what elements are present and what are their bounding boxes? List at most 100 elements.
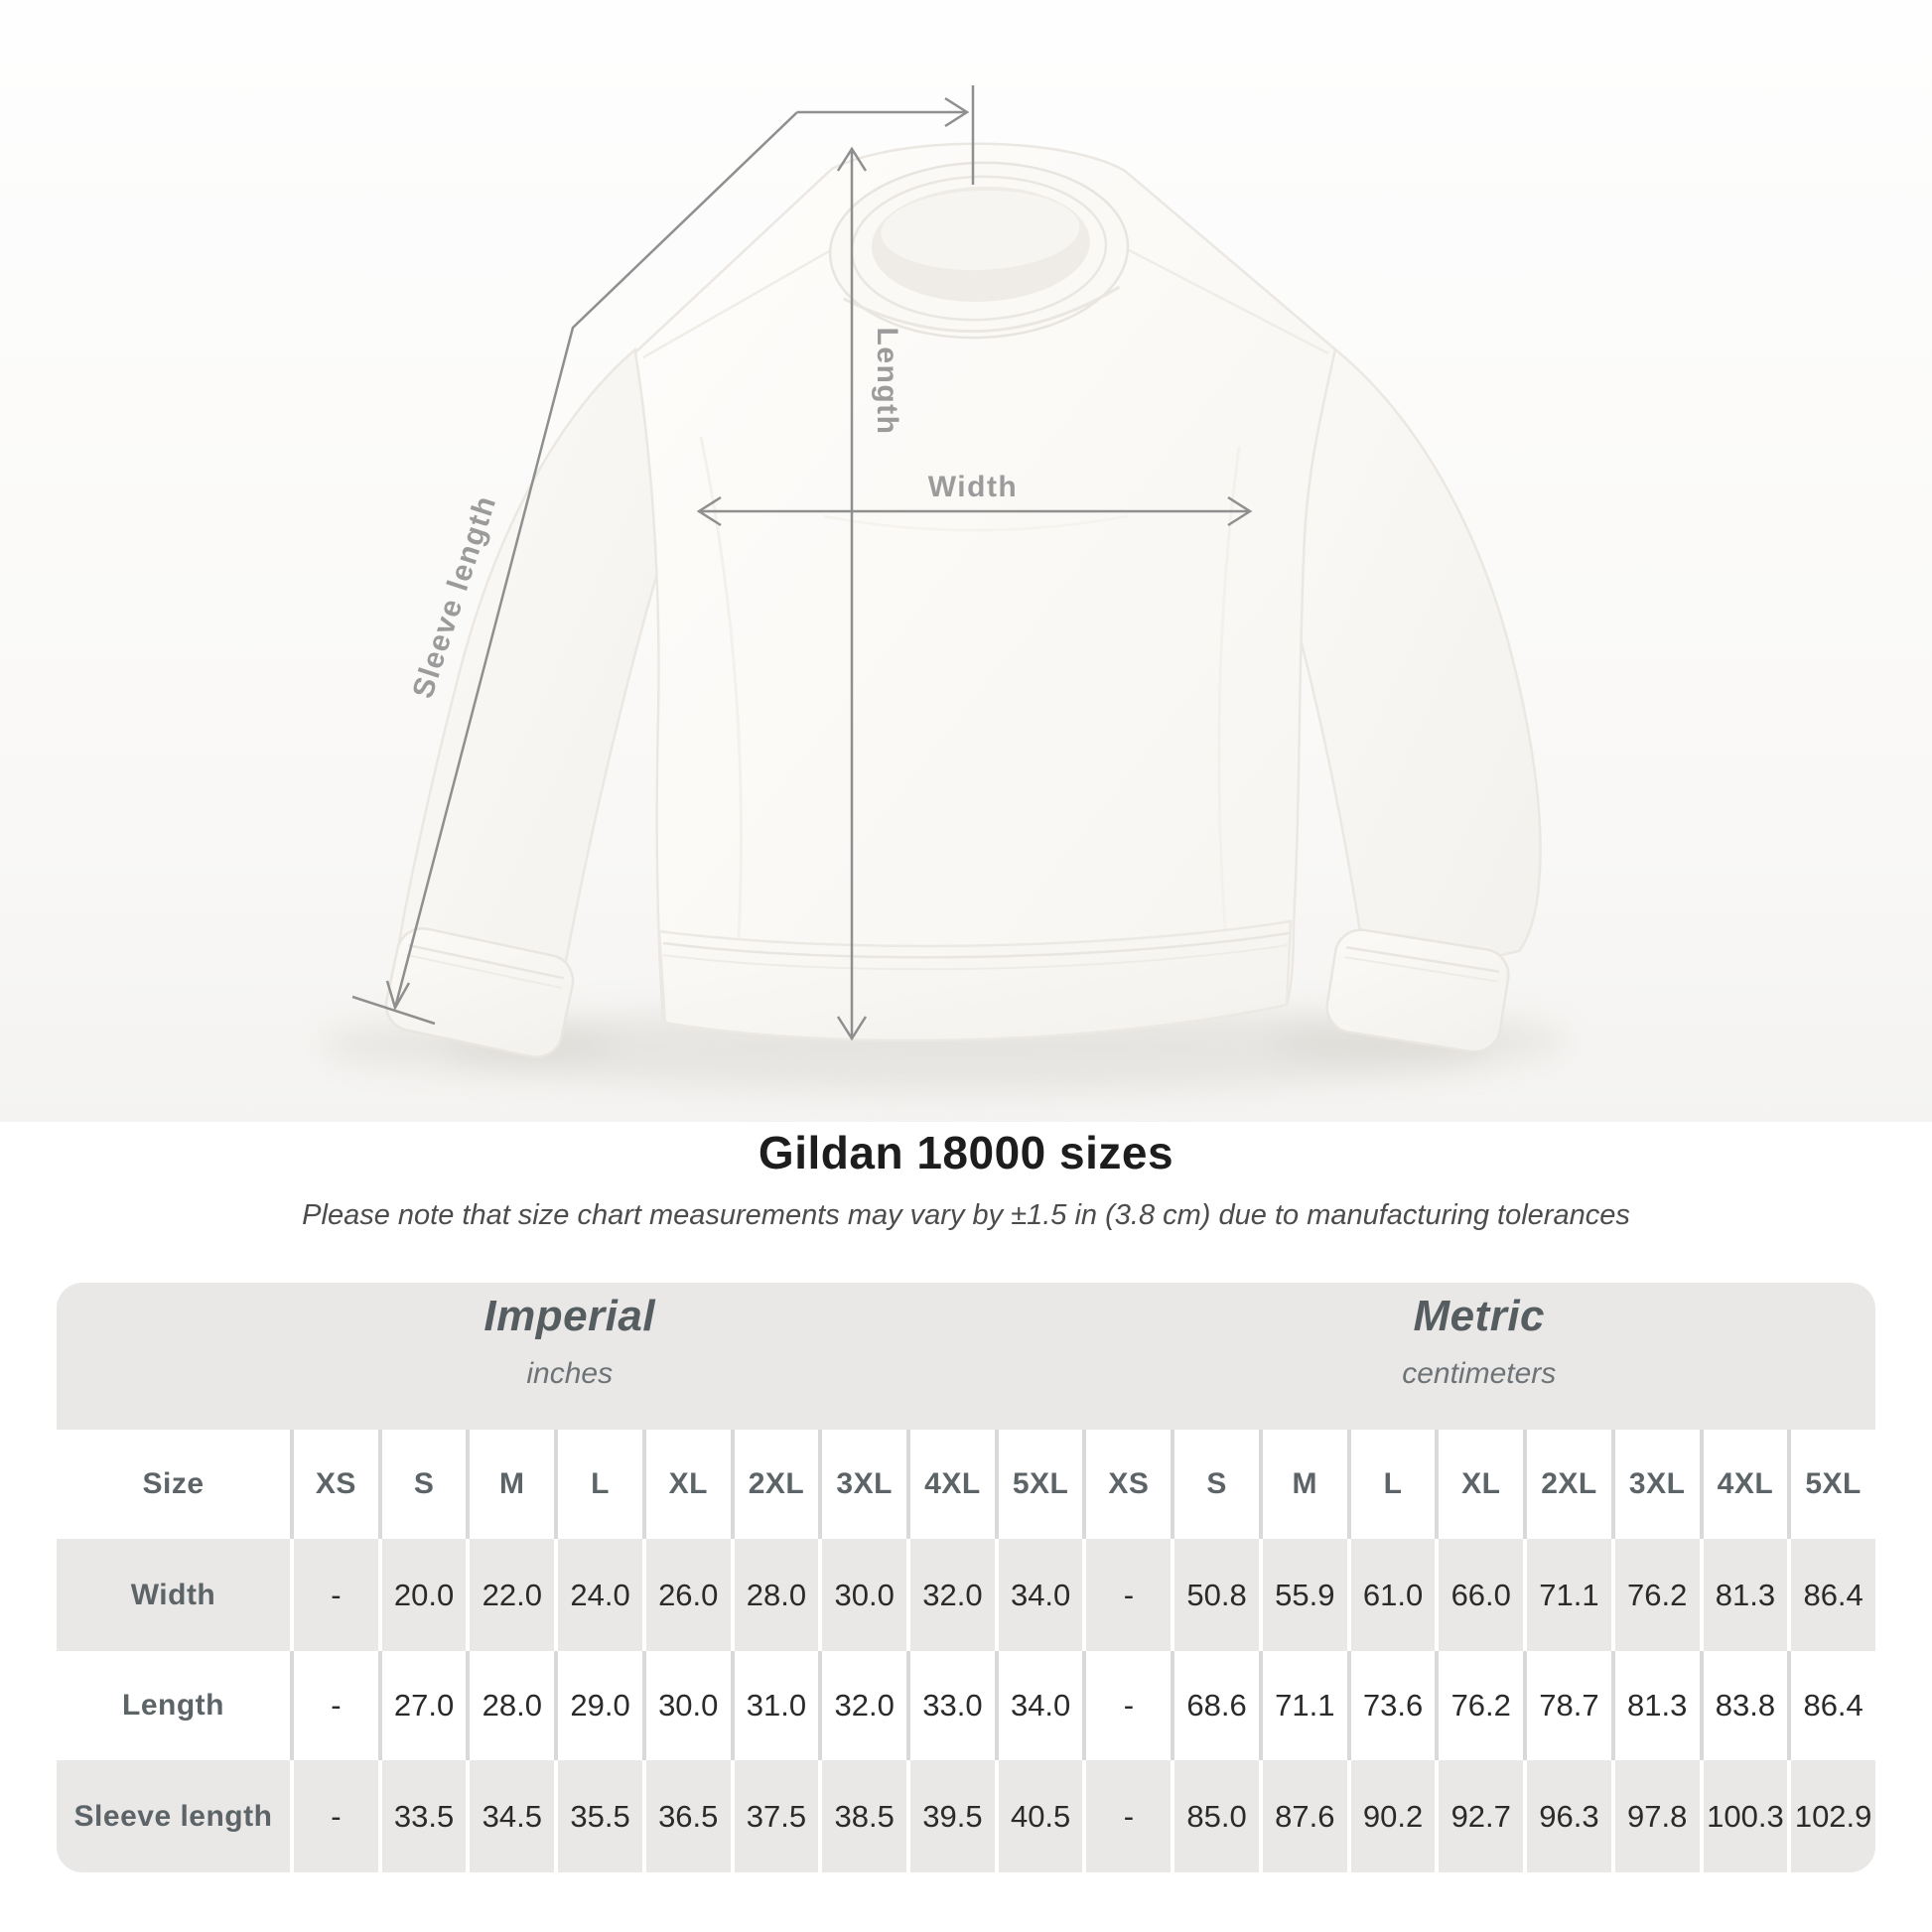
value-cell-imperial: 30.0 — [818, 1539, 907, 1651]
column-header-imperial-xl: XL — [641, 1430, 731, 1539]
column-header-metric-l: L — [1346, 1430, 1436, 1539]
value-cell-metric: 55.9 — [1258, 1539, 1347, 1651]
value-cell-imperial: 39.5 — [906, 1760, 995, 1872]
column-header-metric-m: M — [1258, 1430, 1347, 1539]
value-cell-metric: - — [1082, 1539, 1172, 1651]
value-cell-imperial: 20.0 — [377, 1539, 467, 1651]
value-cell-imperial: 26.0 — [641, 1539, 731, 1651]
value-cell-imperial: - — [290, 1651, 378, 1760]
hem-band — [657, 919, 1293, 1042]
metric-unit: centimeters — [1402, 1357, 1557, 1390]
column-header-imperial-l: L — [554, 1430, 642, 1539]
column-header-imperial-5xl: 5XL — [994, 1430, 1083, 1539]
value-cell-imperial: 34.5 — [466, 1760, 555, 1872]
value-cell-imperial: 29.0 — [554, 1651, 642, 1760]
value-cell-metric: - — [1082, 1651, 1172, 1760]
column-header-imperial-m: M — [466, 1430, 555, 1539]
value-cell-imperial: 33.5 — [377, 1760, 467, 1872]
value-cell-imperial: 32.0 — [818, 1651, 907, 1760]
column-header-metric-xs: XS — [1082, 1430, 1172, 1539]
value-cell-metric: 97.8 — [1610, 1760, 1700, 1872]
value-cell-metric: 86.4 — [1787, 1651, 1875, 1760]
product-photo: Length Width Sleeve length — [0, 0, 1932, 1122]
value-cell-imperial: 37.5 — [730, 1760, 819, 1872]
value-cell-metric: 83.8 — [1699, 1651, 1788, 1760]
value-cell-metric: 66.0 — [1435, 1539, 1524, 1651]
value-cell-metric: 86.4 — [1787, 1539, 1875, 1651]
value-cell-imperial: 35.5 — [554, 1760, 642, 1872]
imperial-section-header: Imperial inches — [57, 1283, 1083, 1430]
column-header-imperial-2xl: 2XL — [730, 1430, 819, 1539]
metric-title: Metric — [1413, 1292, 1546, 1340]
value-cell-metric: 71.1 — [1258, 1651, 1347, 1760]
value-cell-imperial: 28.0 — [466, 1651, 555, 1760]
value-cell-metric: 87.6 — [1258, 1760, 1347, 1872]
value-cell-metric: 90.2 — [1346, 1760, 1436, 1872]
value-cell-imperial: 28.0 — [730, 1539, 819, 1651]
value-cell-metric: 96.3 — [1523, 1760, 1611, 1872]
value-cell-imperial: 31.0 — [730, 1651, 819, 1760]
value-cell-imperial: 40.5 — [994, 1760, 1083, 1872]
left-cuff — [384, 927, 575, 1058]
value-cell-metric: 50.8 — [1171, 1539, 1259, 1651]
value-cell-imperial: 34.0 — [994, 1651, 1083, 1760]
width-arrow — [696, 495, 1253, 527]
measurement-lines — [351, 85, 1253, 1041]
value-cell-metric: 76.2 — [1610, 1539, 1700, 1651]
value-cell-imperial: 32.0 — [906, 1539, 995, 1651]
end-tick — [351, 995, 436, 1026]
width-label: Width — [928, 471, 1019, 503]
metric-section-header: Metric centimeters — [1082, 1283, 1875, 1430]
value-cell-metric: 78.7 — [1523, 1651, 1611, 1760]
column-header-metric-3xl: 3XL — [1610, 1430, 1700, 1539]
column-header-imperial-4xl: 4XL — [906, 1430, 995, 1539]
value-cell-metric: 100.3 — [1699, 1760, 1788, 1872]
column-header-imperial-s: S — [377, 1430, 467, 1539]
imperial-title: Imperial — [483, 1292, 656, 1340]
arrowhead-right-icon — [944, 96, 970, 128]
column-header-imperial-3xl: 3XL — [818, 1430, 907, 1539]
arrowhead-right-icon — [1227, 495, 1253, 527]
arrowhead-left-icon — [696, 495, 722, 527]
value-cell-metric: 85.0 — [1171, 1760, 1259, 1872]
value-cell-imperial: 34.0 — [994, 1539, 1083, 1651]
value-cell-imperial: 27.0 — [377, 1651, 467, 1760]
value-cell-metric: - — [1082, 1760, 1172, 1872]
page-title: Gildan 18000 sizes — [758, 1127, 1174, 1178]
length-label: Length — [871, 328, 903, 436]
sweatshirt-diagram: Length Width Sleeve length — [0, 0, 1932, 1122]
value-cell-imperial: - — [290, 1760, 378, 1872]
imperial-unit: inches — [526, 1357, 614, 1390]
value-cell-metric: 81.3 — [1699, 1539, 1788, 1651]
value-cell-imperial: 22.0 — [466, 1539, 555, 1651]
value-cell-metric: 73.6 — [1346, 1651, 1436, 1760]
sleeve-length-arrow — [351, 111, 798, 1026]
arrowhead-down-icon — [385, 980, 411, 1012]
value-cell-metric: 68.6 — [1171, 1651, 1259, 1760]
collar — [828, 161, 1130, 340]
value-cell-metric: 81.3 — [1610, 1651, 1700, 1760]
column-header-metric-4xl: 4XL — [1699, 1430, 1788, 1539]
value-cell-metric: 102.9 — [1787, 1760, 1875, 1872]
value-cell-imperial: 33.0 — [906, 1651, 995, 1760]
size-table: Imperial inches Metric centimeters Size X… — [57, 1283, 1875, 1872]
value-cell-imperial: 36.5 — [641, 1760, 731, 1872]
value-cell-imperial: 24.0 — [554, 1539, 642, 1651]
top-reference-arrow — [797, 85, 975, 185]
length-arrow — [836, 146, 868, 1041]
column-header-metric-xl: XL — [1435, 1430, 1524, 1539]
page-subtitle: Please note that size chart measurements… — [302, 1199, 1630, 1231]
row-label: Sleeve length — [57, 1760, 290, 1872]
value-cell-imperial: - — [290, 1539, 378, 1651]
row-header-size: Size — [57, 1430, 290, 1539]
left-sleeve — [384, 347, 699, 1058]
row-label: Length — [57, 1651, 290, 1760]
value-cell-imperial: 30.0 — [641, 1651, 731, 1760]
value-cell-metric: 76.2 — [1435, 1651, 1524, 1760]
value-cell-metric: 92.7 — [1435, 1760, 1524, 1872]
value-cell-metric: 71.1 — [1523, 1539, 1611, 1651]
arrowhead-down-icon — [836, 1016, 868, 1041]
arrowhead-up-icon — [836, 146, 868, 172]
column-header-metric-5xl: 5XL — [1787, 1430, 1875, 1539]
value-cell-metric: 61.0 — [1346, 1539, 1436, 1651]
